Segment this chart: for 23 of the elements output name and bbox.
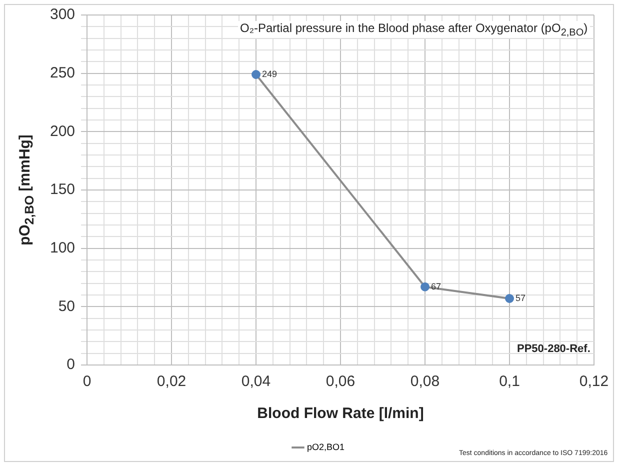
annotation: PP50-280-Ref. (517, 343, 590, 355)
point (505, 294, 514, 303)
x-axis-title: Blood Flow Rate [l/min] (257, 405, 424, 422)
y-tick-label: 150 (50, 181, 76, 198)
y-tick-label: 300 (50, 6, 76, 24)
point (252, 70, 261, 79)
y-tick-label: 50 (58, 298, 76, 315)
x-tick-label: 0,06 (326, 373, 356, 390)
x-tick-label: 0,02 (156, 373, 186, 390)
x-tick-label: 0 (82, 373, 92, 390)
x-tick-label: 0,12 (579, 373, 609, 390)
y-tick-label: 250 (50, 64, 76, 82)
text: O₂-Partial pressure in the Blood phase after Oxygenator (pO$_{2,BO}$) (238, 21, 590, 38)
y-tick-label: 200 (50, 122, 76, 140)
point (420, 282, 430, 292)
x-tick-label: 0,04 (241, 373, 271, 390)
y-tick-label: 0 (66, 356, 76, 374)
x-tick-label: 0,08 (410, 373, 440, 390)
legend-label: pO2,BO1 (306, 442, 345, 452)
data-label: 249 (262, 68, 278, 79)
y-tick-label: 100 (50, 239, 76, 256)
x-tick-label: 0,1 (499, 373, 520, 390)
data-label: 57 (516, 292, 526, 303)
